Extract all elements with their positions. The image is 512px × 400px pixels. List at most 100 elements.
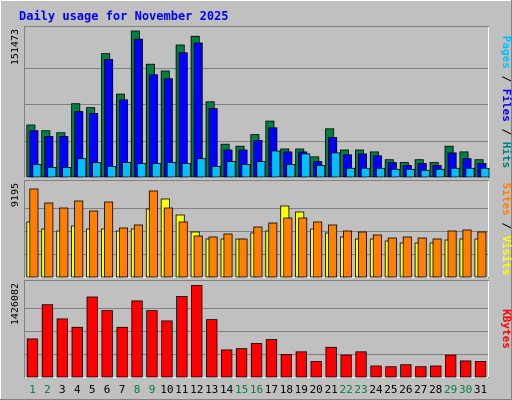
bar-kbytes-day-22 xyxy=(340,354,352,378)
bar-kbytes-day-2 xyxy=(41,304,54,378)
bar-sites-day-16 xyxy=(253,226,263,278)
series-pages xyxy=(32,150,490,178)
axis-label-part: Hits xyxy=(500,142,512,169)
bar-sites-day-15 xyxy=(238,238,248,278)
bar-sites-day-20 xyxy=(313,221,323,278)
bar-pages-day-19 xyxy=(301,153,311,178)
bar-sites-day-24 xyxy=(372,234,382,278)
axis-label-part: Visits xyxy=(500,236,512,276)
day-label-21: 21 xyxy=(325,383,338,396)
bar-pages-day-12 xyxy=(196,158,206,178)
panel-visits-sites: 9195 Sites / Visits xyxy=(10,180,512,278)
panel-kbytes: 1426082 KBytes xyxy=(10,280,512,378)
day-label-29: 29 xyxy=(444,383,457,396)
bar-pages-day-1 xyxy=(32,164,42,178)
bar-sites-day-31 xyxy=(477,231,487,278)
day-label-4: 4 xyxy=(74,383,81,396)
day-label-6: 6 xyxy=(104,383,111,396)
bar-sites-day-14 xyxy=(223,233,233,278)
bar-pages-day-24 xyxy=(375,167,385,178)
bar-pages-day-15 xyxy=(241,164,251,178)
chart-panels: 151473 Pages / Files / Hits 9195 Sites / Vi… xyxy=(10,26,512,378)
bar-kbytes-day-14 xyxy=(220,349,233,378)
bar-pages-day-4 xyxy=(77,158,87,178)
day-label-11: 11 xyxy=(175,383,188,396)
bar-kbytes-day-6 xyxy=(101,310,113,378)
bar-files-day-12 xyxy=(193,42,203,178)
day-label-30: 30 xyxy=(459,383,472,396)
bar-sites-day-6 xyxy=(104,201,114,278)
bar-kbytes-day-27 xyxy=(415,366,427,378)
bar-kbytes-day-26 xyxy=(400,364,412,378)
bar-pages-day-20 xyxy=(316,164,326,178)
axis-max-label: 151473 xyxy=(10,29,21,65)
day-label-15: 15 xyxy=(235,383,248,396)
day-label-12: 12 xyxy=(190,383,203,396)
day-label-2: 2 xyxy=(44,383,51,396)
bar-kbytes-day-11 xyxy=(176,295,188,378)
bar-kbytes-day-9 xyxy=(146,310,158,378)
bar-pages-day-8 xyxy=(136,163,146,178)
day-label-13: 13 xyxy=(205,383,218,396)
bar-sites-day-28 xyxy=(432,238,442,278)
bar-pages-day-27 xyxy=(420,169,430,178)
bar-pages-day-9 xyxy=(151,163,161,178)
bar-sites-day-18 xyxy=(283,217,293,278)
bar-pages-day-28 xyxy=(435,168,445,178)
day-label-10: 10 xyxy=(160,383,173,396)
day-label-23: 23 xyxy=(354,383,367,396)
day-label-20: 20 xyxy=(310,383,323,396)
series-kbytes xyxy=(26,284,487,378)
bar-kbytes-day-24 xyxy=(370,365,382,378)
bar-files-day-8 xyxy=(133,38,143,178)
bar-sites-day-30 xyxy=(462,229,472,278)
day-label-16: 16 xyxy=(250,383,263,396)
bar-kbytes-day-7 xyxy=(116,326,128,378)
day-label-19: 19 xyxy=(295,383,308,396)
bar-pages-day-3 xyxy=(62,166,72,178)
bar-sites-day-22 xyxy=(342,230,352,278)
bar-sites-day-21 xyxy=(328,224,338,278)
bar-pages-day-22 xyxy=(345,167,355,178)
day-label-27: 27 xyxy=(414,383,427,396)
bar-pages-day-26 xyxy=(405,168,415,178)
series-sites xyxy=(29,188,487,278)
day-label-17: 17 xyxy=(265,383,278,396)
day-label-3: 3 xyxy=(59,383,66,396)
bar-sites-day-3 xyxy=(59,207,69,278)
bar-pages-day-5 xyxy=(92,162,102,178)
bar-kbytes-day-21 xyxy=(325,346,337,378)
bar-sites-day-19 xyxy=(298,217,308,278)
bar-sites-day-4 xyxy=(74,200,84,278)
bar-kbytes-day-16 xyxy=(250,343,263,378)
bar-kbytes-day-29 xyxy=(444,354,457,378)
bar-pages-day-25 xyxy=(390,168,400,178)
bar-files-day-6 xyxy=(104,59,114,178)
bar-sites-day-7 xyxy=(119,227,129,278)
axis-label-part: Files xyxy=(500,89,512,122)
bar-pages-day-31 xyxy=(480,167,490,178)
axis-max-label: 9195 xyxy=(10,183,21,207)
bar-kbytes-day-30 xyxy=(459,360,472,378)
bar-kbytes-day-19 xyxy=(295,351,308,378)
axis-label-part: / xyxy=(500,69,512,89)
bar-kbytes-day-17 xyxy=(265,339,278,378)
bar-kbytes-day-1 xyxy=(26,338,39,378)
axis-label-part: Sites xyxy=(500,183,512,216)
bar-kbytes-day-25 xyxy=(385,366,397,378)
day-label-22: 22 xyxy=(339,383,352,396)
bar-pages-day-6 xyxy=(107,165,117,178)
bar-sites-day-13 xyxy=(208,236,218,278)
axis-series-label: Pages / Files / Hits xyxy=(500,36,512,169)
bar-kbytes-day-28 xyxy=(430,365,442,378)
bar-pages-day-29 xyxy=(450,167,460,178)
bar-files-day-9 xyxy=(148,74,158,178)
day-label-25: 25 xyxy=(384,383,397,396)
day-label-26: 26 xyxy=(399,383,412,396)
bar-kbytes-day-23 xyxy=(355,351,367,378)
bar-files-day-11 xyxy=(178,52,188,178)
axis-max-label: 1426082 xyxy=(10,283,21,325)
bar-pages-day-11 xyxy=(181,163,191,178)
bar-pages-day-13 xyxy=(211,165,221,178)
bar-kbytes-day-10 xyxy=(161,320,173,378)
